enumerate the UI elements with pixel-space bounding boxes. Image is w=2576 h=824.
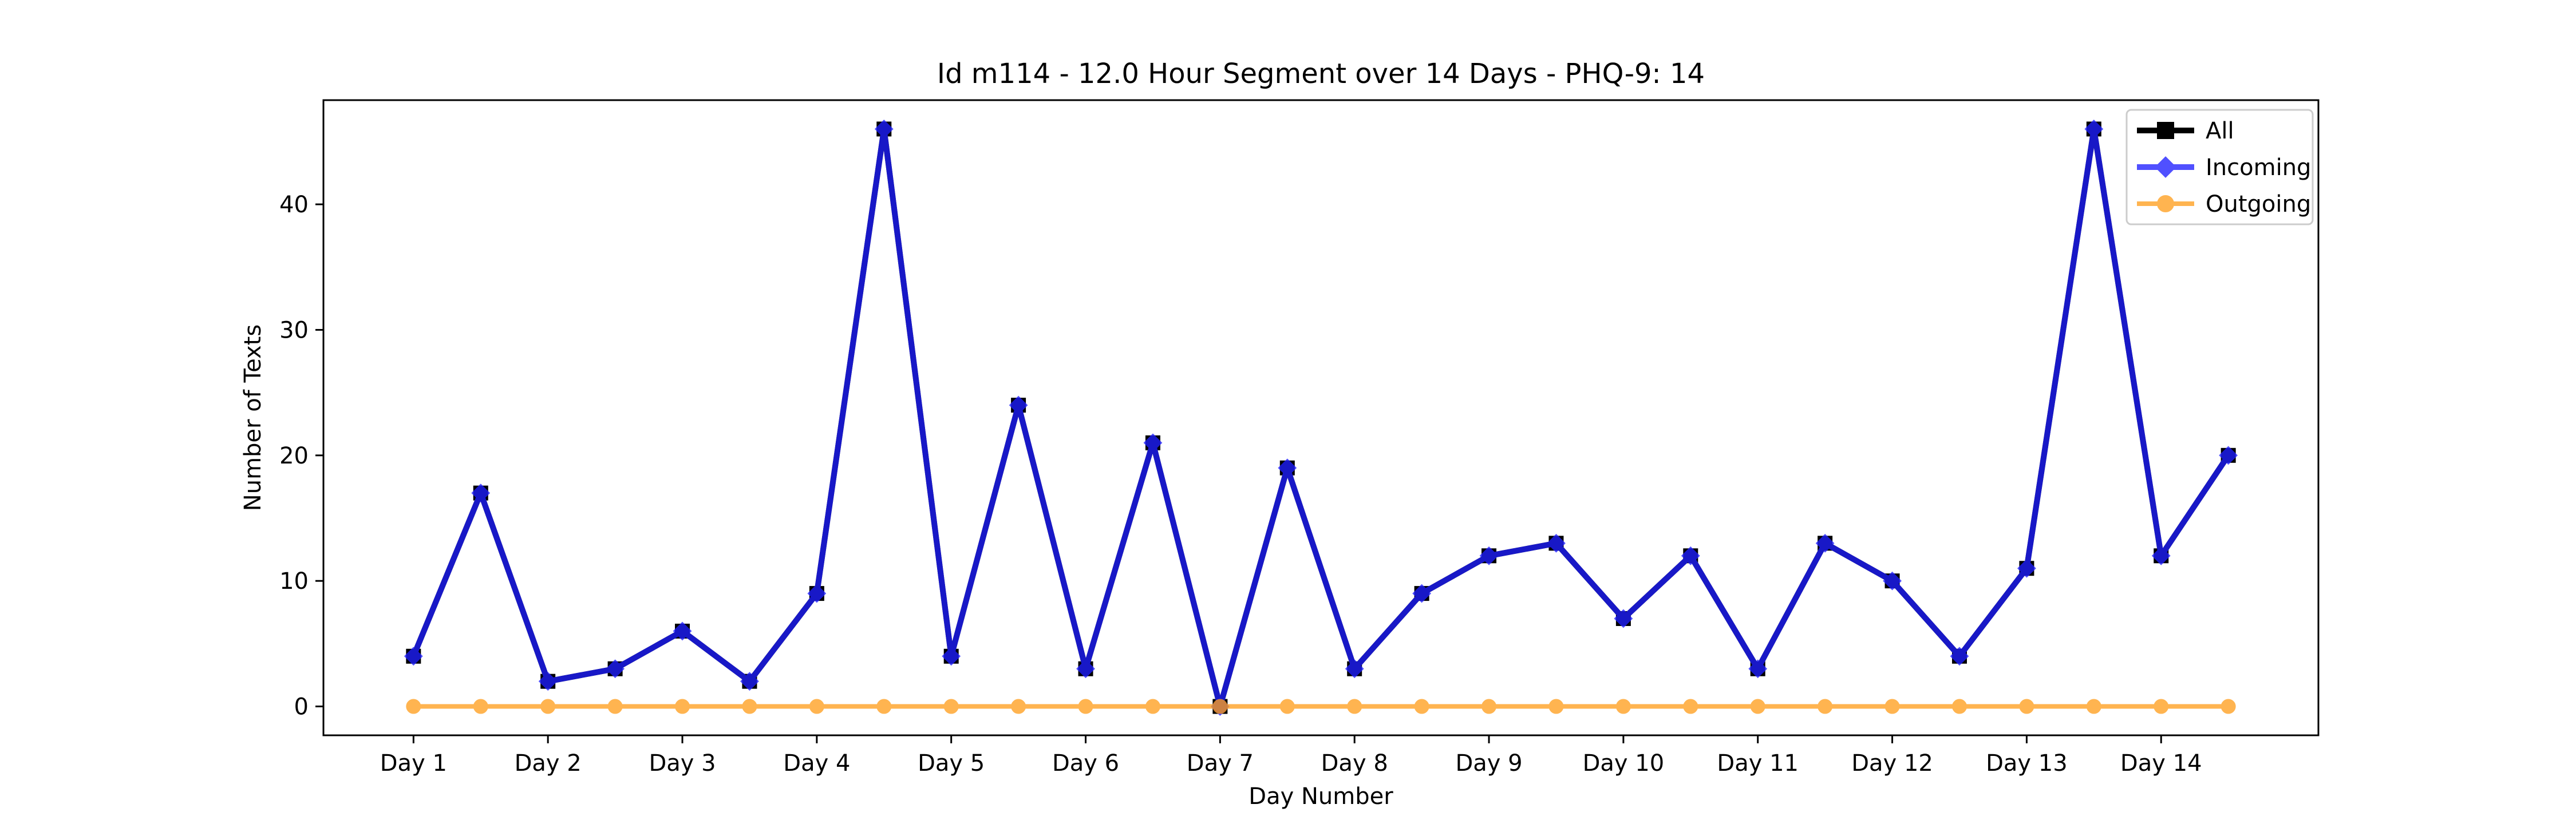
data-point (1278, 458, 1297, 478)
data-point (742, 699, 757, 714)
legend-label: All (2206, 118, 2234, 144)
data-point (942, 647, 961, 666)
data-point (473, 699, 488, 714)
y-tick-label: 0 (294, 694, 309, 720)
data-point (1009, 395, 1028, 415)
x-tick-label: Day 9 (1455, 750, 1522, 777)
x-tick-label: Day 2 (515, 750, 582, 777)
y-tick-label: 20 (279, 443, 309, 469)
y-tick-label: 40 (279, 192, 309, 218)
data-point (471, 484, 491, 503)
series-line (410, 126, 2231, 710)
data-point (673, 621, 692, 641)
data-point (2219, 446, 2238, 465)
data-point (540, 699, 556, 714)
data-point (807, 584, 827, 603)
legend-marker (2157, 195, 2174, 212)
data-point (1615, 699, 1631, 714)
plot-frame (322, 99, 2320, 736)
legend-label: Outgoing (2206, 191, 2311, 217)
data-point (943, 699, 959, 714)
legend-item (2137, 195, 2194, 212)
x-tick-label: Day 5 (918, 750, 985, 777)
data-point (1347, 699, 1362, 714)
data-point (1212, 699, 1228, 714)
series-line (410, 126, 2231, 710)
x-tick-label: Day 14 (2120, 750, 2202, 777)
data-point (1748, 659, 1768, 679)
data-point (1818, 699, 1833, 714)
data-point (1076, 659, 1095, 679)
data-point (675, 699, 690, 714)
data-point (2086, 699, 2101, 714)
plot-area (404, 120, 2238, 716)
data-point (1681, 546, 1700, 565)
x-axis-title: Day Number (1249, 783, 1393, 810)
data-point (1412, 584, 1432, 603)
legend-marker (2155, 156, 2176, 178)
data-point (1547, 533, 1566, 553)
y-axis: 0 10 20 30 40 (279, 192, 323, 720)
data-point (538, 672, 558, 691)
data-point (1143, 433, 1163, 453)
series-outgoing (406, 699, 2236, 714)
data-point (2151, 546, 2171, 565)
data-point (1750, 699, 1765, 714)
legend-item (2137, 122, 2194, 139)
data-point (1414, 699, 1429, 714)
legend: All Incoming Outgoing (2125, 109, 2314, 225)
x-tick-label: Day 1 (380, 750, 447, 777)
legend-item (2137, 156, 2194, 178)
data-point (1884, 699, 1900, 714)
chart-title: Id m114 - 12.0 Hour Segment over 14 Days… (937, 58, 1705, 90)
legend-marker (2157, 122, 2174, 139)
data-point (1951, 699, 1967, 714)
y-tick-label: 30 (279, 317, 309, 343)
data-point (1011, 699, 1026, 714)
data-point (1145, 699, 1160, 714)
data-point (1481, 699, 1497, 714)
data-point (2084, 120, 2104, 138)
data-point (2019, 699, 2034, 714)
data-point (1683, 699, 1698, 714)
x-tick-label: Day 10 (1583, 750, 1665, 777)
data-point (606, 659, 625, 679)
data-point (404, 647, 423, 666)
data-point (2221, 699, 2236, 714)
data-point (1548, 699, 1564, 714)
data-point (740, 672, 759, 691)
x-tick-label: Day 11 (1717, 750, 1799, 777)
data-point (406, 699, 421, 714)
x-tick-label: Day 12 (1851, 750, 1933, 777)
data-point (1279, 699, 1295, 714)
x-tick-label: Day 3 (649, 750, 716, 777)
data-point (1614, 609, 1633, 628)
legend-label: Incoming (2206, 154, 2311, 181)
data-point (1078, 699, 1093, 714)
data-point (607, 699, 623, 714)
data-point (1950, 647, 1969, 666)
x-tick-label: Day 6 (1052, 750, 1119, 777)
data-point (1883, 571, 1902, 591)
x-tick-label: Day 4 (783, 750, 850, 777)
data-point (874, 120, 894, 138)
data-point (809, 699, 824, 714)
x-axis: Day 1 Day 2 Day 3 Day 4 Day 5 Day 6 Day 7 Day 8… (380, 735, 2202, 777)
x-tick-label: Day 7 (1187, 750, 1254, 777)
data-point (1345, 659, 1364, 679)
x-tick-label: Day 8 (1321, 750, 1388, 777)
data-point (2154, 699, 2169, 714)
data-point (2017, 558, 2036, 578)
y-axis-title: Number of Texts (240, 324, 266, 511)
x-tick-label: Day 13 (1986, 750, 2068, 777)
data-point (876, 699, 892, 714)
series-incoming (404, 120, 2238, 716)
data-point (1815, 533, 1835, 553)
y-tick-label: 10 (279, 568, 309, 595)
data-point (1479, 546, 1499, 565)
